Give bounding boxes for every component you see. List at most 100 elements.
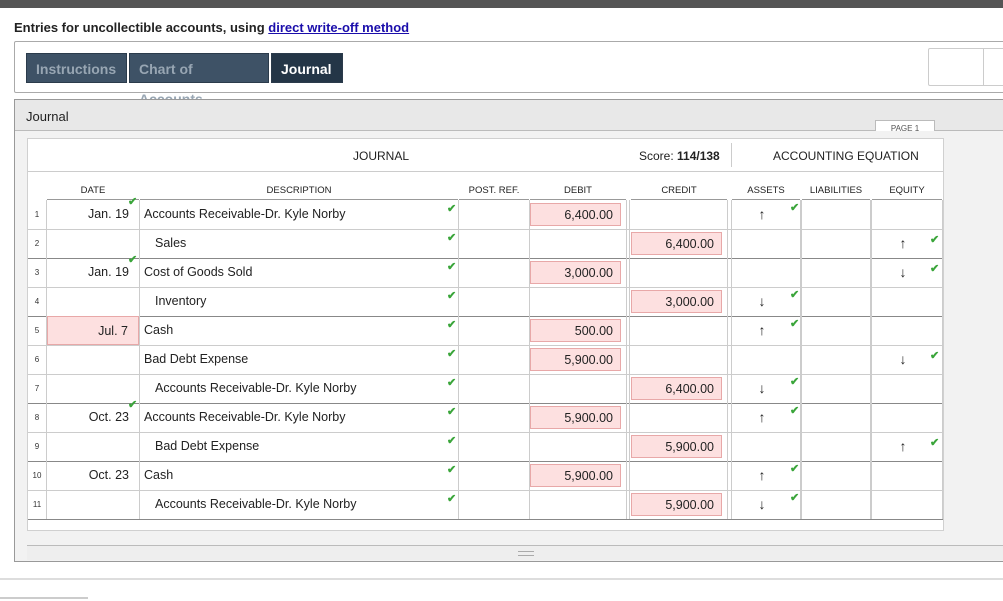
direct-write-off-link[interactable]: direct write-off method <box>268 20 410 35</box>
post-ref-input[interactable] <box>459 258 529 287</box>
assets-effect-select[interactable] <box>728 432 796 461</box>
debit-input[interactable]: 5,900.00 <box>530 406 621 429</box>
credit-input[interactable] <box>631 406 722 429</box>
description-input[interactable]: Cash <box>144 468 174 482</box>
description-input[interactable]: Bad Debt Expense <box>155 439 260 453</box>
assets-effect-select[interactable]: ↑ <box>758 322 766 338</box>
debit-input[interactable]: 3,000.00 <box>530 261 621 284</box>
date-input[interactable] <box>47 345 139 374</box>
description-input[interactable]: Accounts Receivable-Dr. Kyle Norby <box>144 410 346 424</box>
description-input[interactable]: Bad Debt Expense <box>144 352 249 366</box>
credit-input[interactable] <box>631 261 722 284</box>
equity-effect-select[interactable] <box>868 461 938 490</box>
equity-effect-select[interactable] <box>868 287 938 316</box>
equity-effect-select[interactable] <box>868 200 938 229</box>
date-input[interactable]: Jan. 19 <box>87 207 129 221</box>
assets-effect-select[interactable]: ↓ <box>758 380 766 396</box>
post-ref-input[interactable] <box>459 345 529 374</box>
table-row: 1 Jan. 19 Accounts Receivable-Dr. Kyle Nor… <box>28 197 943 230</box>
equity-effect-select[interactable] <box>868 374 938 403</box>
post-ref-input[interactable] <box>459 432 529 461</box>
tab-journal[interactable]: Journal <box>271 53 343 83</box>
date-input[interactable]: Jan. 19 <box>87 265 129 279</box>
assets-effect-select[interactable] <box>728 345 796 374</box>
date-input[interactable] <box>47 287 139 316</box>
credit-input[interactable]: 5,900.00 <box>631 493 722 516</box>
description-input[interactable]: Sales <box>155 236 187 250</box>
liabilities-effect-select[interactable] <box>798 287 866 316</box>
assets-effect-select[interactable]: ↓ <box>758 496 766 512</box>
column-divider <box>629 490 630 519</box>
description-input[interactable]: Accounts Receivable-Dr. Kyle Norby <box>144 207 346 221</box>
liabilities-effect-select[interactable] <box>798 461 866 490</box>
post-ref-input[interactable] <box>459 461 529 490</box>
description-input[interactable]: Cost of Goods Sold <box>144 265 253 279</box>
col-date: DATE <box>47 183 139 200</box>
credit-input[interactable]: 3,000.00 <box>631 290 722 313</box>
debit-input[interactable]: 500.00 <box>530 319 621 342</box>
post-ref-input[interactable] <box>459 200 529 229</box>
date-input[interactable] <box>47 229 139 258</box>
debit-input[interactable] <box>530 232 621 255</box>
liabilities-effect-select[interactable] <box>798 316 866 345</box>
equity-effect-select[interactable] <box>868 490 938 519</box>
credit-input[interactable] <box>631 203 722 226</box>
tab-chart-of-accounts[interactable]: Chart of Accounts <box>129 53 269 107</box>
equity-effect-select[interactable] <box>868 403 938 432</box>
date-input[interactable]: Oct. 23 <box>88 468 129 482</box>
equity-effect-select[interactable]: ↓ <box>899 351 907 367</box>
post-ref-input[interactable] <box>459 229 529 258</box>
debit-input[interactable] <box>530 435 621 458</box>
credit-input[interactable]: 6,400.00 <box>631 232 722 255</box>
liabilities-effect-select[interactable] <box>798 258 866 287</box>
tab-instructions[interactable]: Instructions <box>26 53 127 83</box>
equity-effect-select[interactable] <box>868 316 938 345</box>
debit-input[interactable]: 5,900.00 <box>530 348 621 371</box>
resize-handle[interactable] <box>27 545 1003 560</box>
date-input[interactable] <box>47 432 139 461</box>
date-input[interactable]: Oct. 23 <box>88 410 129 424</box>
post-ref-input[interactable] <box>459 316 529 345</box>
assets-effect-select[interactable] <box>728 258 796 287</box>
description-input[interactable]: Inventory <box>155 294 207 308</box>
post-ref-input[interactable] <box>459 374 529 403</box>
liabilities-effect-select[interactable] <box>798 200 866 229</box>
liabilities-effect-select[interactable] <box>798 345 866 374</box>
liabilities-effect-select[interactable] <box>798 229 866 258</box>
credit-input[interactable]: 5,900.00 <box>631 435 722 458</box>
debit-input[interactable] <box>530 377 621 400</box>
assets-effect-select[interactable]: ↑ <box>758 409 766 425</box>
date-input[interactable] <box>47 374 139 403</box>
liabilities-effect-select[interactable] <box>798 432 866 461</box>
equity-effect-select[interactable]: ↓ <box>899 264 907 280</box>
liabilities-effect-select[interactable] <box>798 403 866 432</box>
debit-input[interactable] <box>530 493 621 516</box>
credit-input[interactable] <box>631 348 722 371</box>
toolbar-button-group[interactable] <box>928 48 1003 86</box>
debit-input[interactable] <box>530 290 621 313</box>
description-input[interactable]: Accounts Receivable-Dr. Kyle Norby <box>155 381 357 395</box>
debit-input[interactable]: 6,400.00 <box>530 203 621 226</box>
column-divider <box>871 403 872 432</box>
date-input[interactable] <box>47 490 139 519</box>
post-ref-input[interactable] <box>459 490 529 519</box>
description-input[interactable]: Accounts Receivable-Dr. Kyle Norby <box>155 497 357 511</box>
credit-input[interactable] <box>631 319 722 342</box>
assets-effect-select[interactable] <box>728 229 796 258</box>
debit-input[interactable]: 5,900.00 <box>530 464 621 487</box>
equity-effect-select[interactable]: ↑ <box>899 235 907 251</box>
credit-input[interactable] <box>631 464 722 487</box>
description-input[interactable]: Cash <box>144 323 174 337</box>
credit-cell <box>631 403 727 432</box>
post-ref-input[interactable] <box>459 403 529 432</box>
assets-effect-select[interactable]: ↑ <box>758 467 766 483</box>
assets-effect-select[interactable]: ↑ <box>758 206 766 222</box>
assets-effect-select[interactable]: ↓ <box>758 293 766 309</box>
equity-effect-select[interactable]: ↑ <box>899 438 907 454</box>
liabilities-effect-select[interactable] <box>798 374 866 403</box>
date-input[interactable]: Jul. 7 <box>47 316 139 345</box>
credit-input[interactable]: 6,400.00 <box>631 377 722 400</box>
post-ref-input[interactable] <box>459 287 529 316</box>
page-tab[interactable]: PAGE 1 <box>875 120 935 131</box>
liabilities-effect-select[interactable] <box>798 490 866 519</box>
